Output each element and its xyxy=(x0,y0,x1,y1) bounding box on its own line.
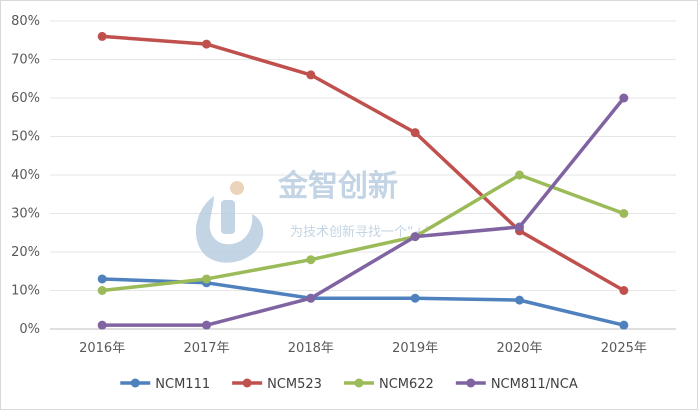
y-tick-label: 60% xyxy=(11,91,40,106)
watermark: 金智创新 为技术创新寻找一个“+” xyxy=(195,169,431,263)
data-point xyxy=(619,209,629,218)
gridlines xyxy=(50,20,676,330)
series-line xyxy=(100,34,626,293)
legend-marker xyxy=(130,378,140,388)
x-tick-label: 2020年 xyxy=(496,341,542,356)
x-tick-label: 2016年 xyxy=(79,341,125,356)
y-tick-label: 70% xyxy=(11,53,40,68)
legend-item: NCM622 xyxy=(343,377,434,392)
y-tick-label: 80% xyxy=(11,14,40,29)
legend-item: NCM811/NCA xyxy=(455,377,578,392)
data-point xyxy=(202,274,211,284)
data-point xyxy=(410,232,420,242)
data-point xyxy=(619,320,629,330)
series-3 xyxy=(97,93,629,330)
data-point xyxy=(515,170,524,180)
data-point xyxy=(410,128,420,138)
y-tick-label: 40% xyxy=(11,168,40,183)
watermark-title: 金智创新 xyxy=(277,169,398,204)
legend-label: NCM811/NCA xyxy=(491,377,578,392)
watermark-logo-ball xyxy=(230,181,244,195)
x-tick-label: 2018年 xyxy=(288,341,334,356)
series-1 xyxy=(97,31,629,295)
y-tick-label: 50% xyxy=(11,130,40,145)
data-point xyxy=(97,274,107,284)
legend-label: NCM111 xyxy=(155,377,210,392)
data-point xyxy=(97,286,107,295)
legend-marker xyxy=(354,378,364,388)
y-axis-ticks: 0% 10% 20% 30% 40% 50% 60% 70% 80% xyxy=(11,14,40,337)
series-lines xyxy=(97,31,629,330)
y-tick-label: 0% xyxy=(19,322,40,337)
y-tick-label: 20% xyxy=(11,245,40,260)
x-tick-label: 2017年 xyxy=(183,341,229,356)
legend-label: NCM622 xyxy=(379,377,434,392)
data-point xyxy=(202,39,211,49)
legend-item: NCM111 xyxy=(120,377,210,392)
series-line xyxy=(100,173,626,293)
data-point xyxy=(515,295,524,305)
data-point xyxy=(97,31,107,41)
y-tick-label: 30% xyxy=(11,207,40,222)
y-tick-label: 10% xyxy=(11,284,40,299)
data-point xyxy=(97,320,107,330)
data-point xyxy=(202,320,211,330)
legend-marker xyxy=(242,378,252,388)
legend: NCM111 NCM523 NCM622 NCM811/NCA xyxy=(120,377,578,392)
data-point xyxy=(306,293,316,303)
data-point xyxy=(306,255,316,265)
data-point xyxy=(306,70,316,80)
watermark-logo-icon xyxy=(195,196,264,263)
data-point xyxy=(619,286,629,295)
series-line xyxy=(100,96,626,327)
watermark-subtitle: 为技术创新寻找一个“+” xyxy=(290,224,431,240)
series-line xyxy=(100,277,626,327)
watermark-logo-bar xyxy=(221,200,235,234)
x-axis-ticks: 2016年 2017年 2018年 2019年 2020年 2025年 xyxy=(79,341,647,356)
data-point xyxy=(515,222,524,232)
data-point xyxy=(410,293,420,303)
data-point xyxy=(619,93,629,103)
x-tick-label: 2019年 xyxy=(392,341,438,356)
legend-marker xyxy=(466,378,476,388)
legend-item: NCM523 xyxy=(232,377,322,392)
legend-label: NCM523 xyxy=(267,377,322,392)
x-tick-label: 2025年 xyxy=(601,341,647,356)
